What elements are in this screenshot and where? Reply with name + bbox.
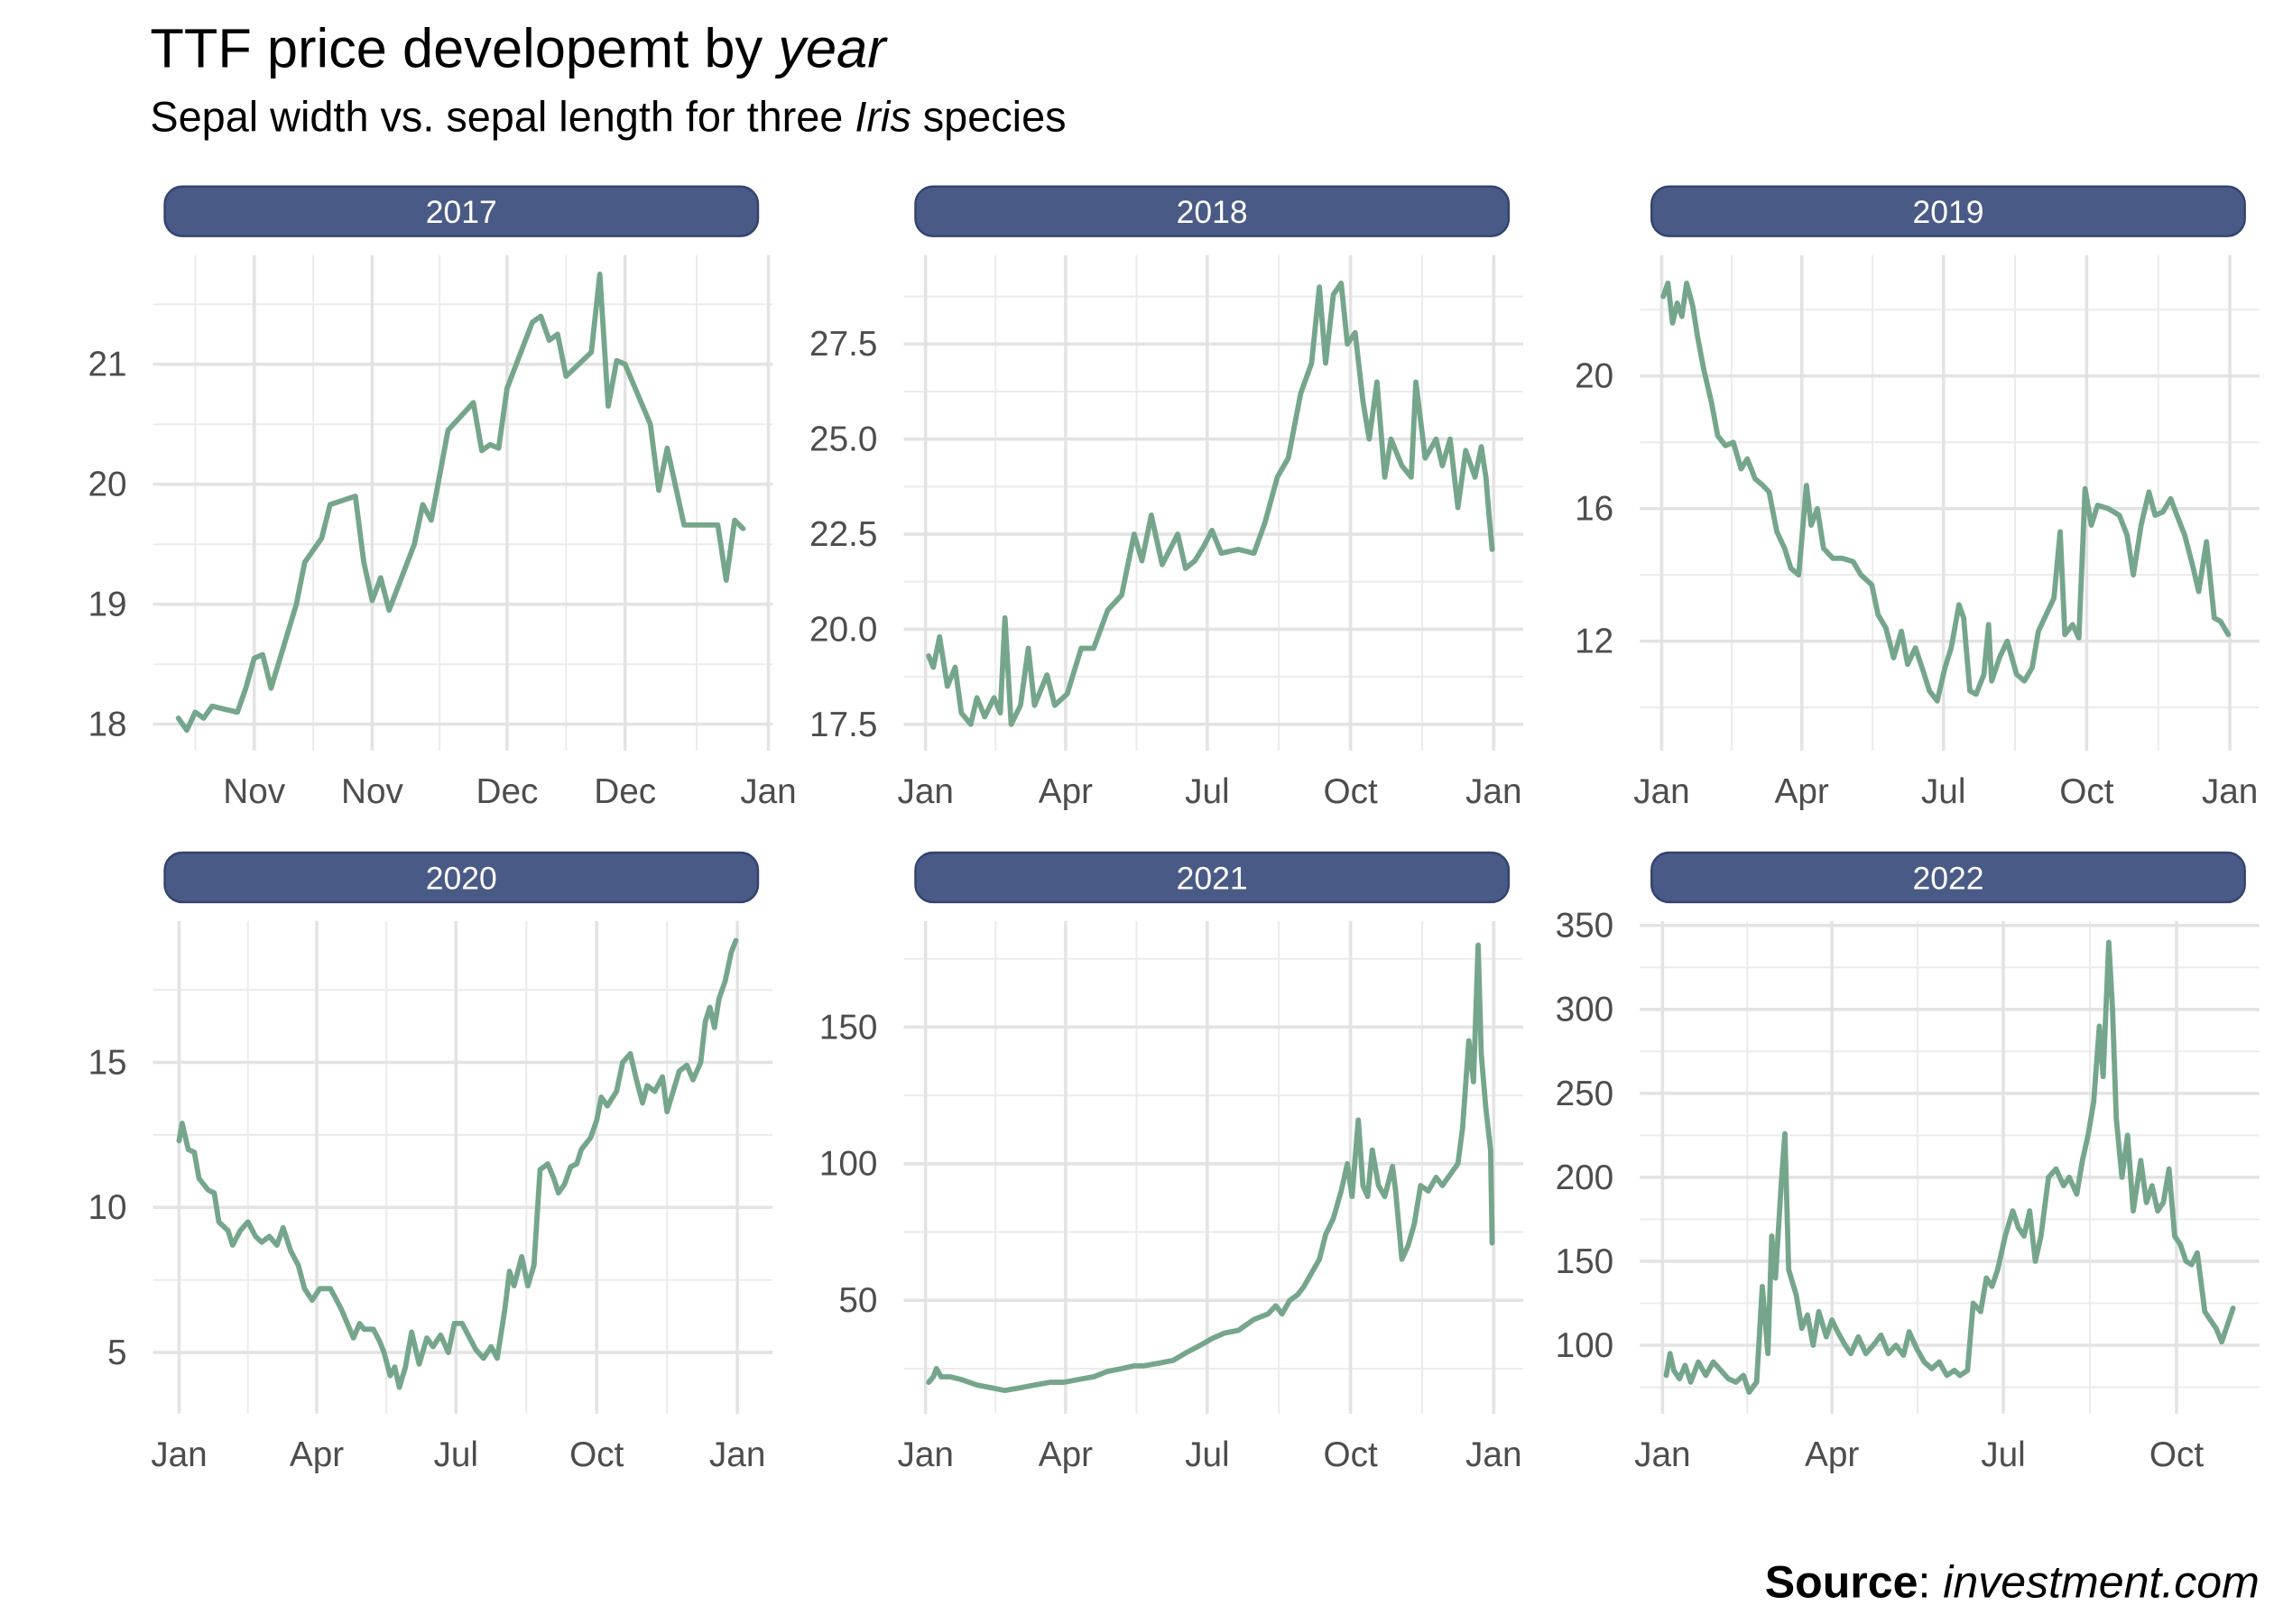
- x-tick-label: Jan: [151, 1435, 207, 1474]
- panel: 2019 12 16 20 Jan Apr Jul Oct Jan: [1575, 185, 2260, 811]
- strip-label: 2021: [1177, 860, 1248, 896]
- y-tick-label: 20: [88, 466, 126, 504]
- caption: Source: investment.com: [1765, 1556, 2260, 1607]
- panel: 2020 5 10 15 Jan Apr Jul Oct Jan: [88, 851, 773, 1474]
- x-tick-label: Oct: [1323, 772, 1378, 811]
- subtitle-text: species: [911, 93, 1067, 140]
- x-tick-label: Jan: [1634, 1435, 1690, 1474]
- x-tick-label: Jul: [1185, 772, 1230, 811]
- strip: [1650, 851, 2246, 904]
- panel: 2021 50 100 150 Jan Apr Jul Oct Jan: [819, 851, 1524, 1474]
- x-tick-label: Apr: [1775, 772, 1829, 811]
- x-tick-label: Apr: [1805, 1435, 1859, 1474]
- caption-separator: :: [1918, 1556, 1943, 1607]
- x-tick-label: Oct: [2149, 1435, 2205, 1474]
- caption-label: Source: [1765, 1556, 1918, 1607]
- y-tick-label: 20: [1575, 357, 1613, 396]
- y-tick-label: 200: [1556, 1158, 1614, 1197]
- chart-title: TTF price developemt by year: [150, 17, 888, 79]
- strip: [914, 851, 1511, 904]
- x-tick-label: Jan: [1465, 772, 1521, 811]
- subtitle-text: Sepal width vs. sepal length for three: [150, 93, 855, 140]
- price-line: [176, 937, 739, 1390]
- strip: [914, 185, 1511, 237]
- x-tick-label: Oct: [2059, 772, 2114, 811]
- y-tick-label: 150: [1556, 1242, 1614, 1281]
- y-tick-label: 350: [1556, 907, 1614, 946]
- price-line: [926, 280, 1495, 727]
- y-tick-label: 12: [1575, 623, 1613, 661]
- y-tick-label: 50: [838, 1281, 877, 1320]
- strip-label: 2017: [426, 194, 497, 230]
- x-tick-label: Nov: [223, 772, 286, 811]
- x-tick-label: Jul: [1921, 772, 1966, 811]
- x-tick-label: Nov: [341, 772, 404, 811]
- panel: 2017 18 19 20 21 Nov Nov Dec Dec Jan: [88, 185, 797, 811]
- x-tick-label: Dec: [476, 772, 538, 811]
- strip: [1650, 185, 2246, 237]
- subtitle-emphasis: Iris: [855, 93, 911, 140]
- panel: 2018 17.5 20.0 22.5 25.0 27.5 Jan Apr Jul Oct Jan: [809, 185, 1524, 811]
- y-tick-label: 100: [819, 1145, 878, 1184]
- x-tick-label: Jan: [709, 1435, 765, 1474]
- strip-label: 2018: [1177, 194, 1248, 230]
- y-tick-label: 27.5: [809, 325, 877, 364]
- x-tick-label: Jan: [1633, 772, 1689, 811]
- x-tick-label: Jan: [1465, 1435, 1521, 1474]
- y-tick-label: 17.5: [809, 706, 877, 744]
- price-line: [926, 942, 1495, 1394]
- x-tick-label: Jan: [897, 772, 953, 811]
- x-tick-label: Dec: [594, 772, 656, 811]
- strip: [163, 851, 760, 904]
- caption-source: investment.com: [1943, 1556, 2260, 1607]
- chart-subtitle: Sepal width vs. sepal length for three I…: [150, 93, 1066, 140]
- x-tick-label: Jul: [433, 1435, 478, 1474]
- x-tick-label: Oct: [569, 1435, 624, 1474]
- title-emphasis: year: [774, 17, 888, 79]
- x-tick-label: Apr: [1039, 1435, 1093, 1474]
- price-line: [175, 272, 746, 734]
- x-tick-label: Oct: [1323, 1435, 1378, 1474]
- strip-label: 2020: [426, 860, 497, 896]
- strip: [163, 185, 760, 237]
- x-tick-label: Jan: [897, 1435, 953, 1474]
- y-tick-label: 20.0: [809, 610, 877, 649]
- x-tick-label: Jan: [740, 772, 796, 811]
- strip-label: 2022: [1912, 860, 1983, 896]
- title-text: TTF price developemt by: [150, 17, 778, 79]
- panel: 2022 100 150 200 250 300 350 Jan Apr Jul Oct: [1556, 851, 2260, 1474]
- y-tick-label: 10: [88, 1188, 126, 1227]
- y-tick-label: 19: [88, 586, 126, 624]
- y-tick-label: 100: [1556, 1326, 1614, 1365]
- x-tick-label: Jul: [1185, 1435, 1230, 1474]
- x-tick-label: Apr: [1039, 772, 1093, 811]
- y-tick-label: 250: [1556, 1075, 1614, 1113]
- y-tick-label: 15: [88, 1043, 126, 1082]
- y-tick-label: 5: [107, 1333, 127, 1372]
- y-tick-label: 18: [88, 706, 126, 744]
- y-tick-label: 21: [88, 346, 126, 384]
- x-tick-label: Jan: [2202, 772, 2258, 811]
- y-tick-label: 16: [1575, 490, 1613, 529]
- x-tick-label: Jul: [1981, 1435, 2026, 1474]
- y-tick-label: 150: [819, 1008, 878, 1047]
- y-tick-label: 22.5: [809, 515, 877, 554]
- y-tick-label: 25.0: [809, 420, 877, 459]
- price-line: [1663, 939, 2236, 1395]
- strip-label: 2019: [1912, 194, 1983, 230]
- x-tick-label: Apr: [290, 1435, 344, 1474]
- price-line: [1660, 281, 2232, 704]
- y-tick-label: 300: [1556, 991, 1614, 1029]
